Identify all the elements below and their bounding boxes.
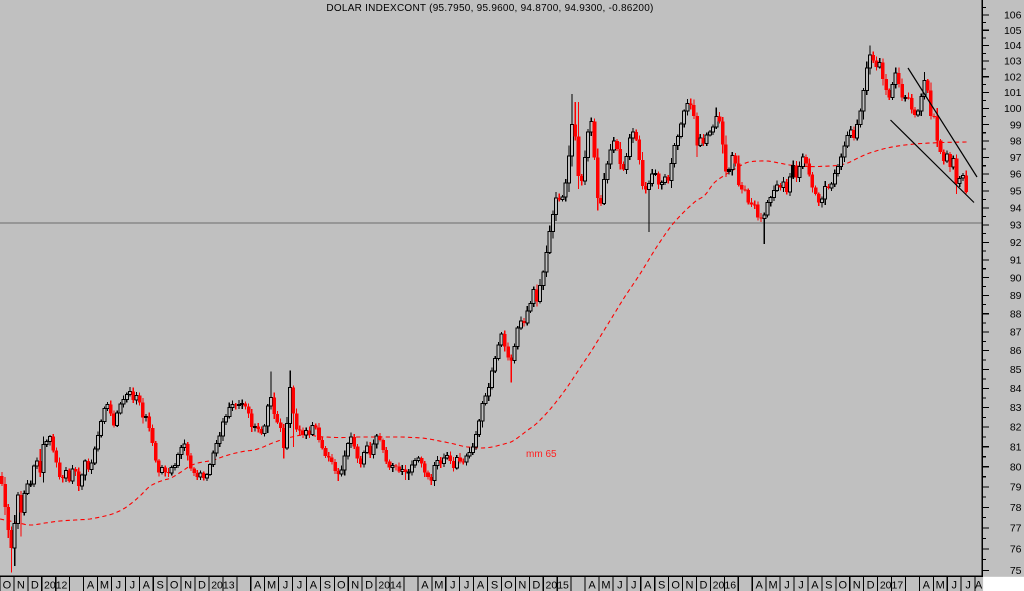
svg-text:75: 75 <box>1010 565 1022 577</box>
svg-text:86: 86 <box>1010 345 1022 357</box>
svg-text:98: 98 <box>1010 136 1022 148</box>
svg-text:mm 65: mm 65 <box>526 449 557 460</box>
svg-text:94: 94 <box>1010 202 1022 214</box>
svg-text:81: 81 <box>1010 441 1022 453</box>
svg-text:J: J <box>617 580 623 591</box>
svg-text:105: 105 <box>1004 25 1022 37</box>
svg-text:82: 82 <box>1010 422 1022 434</box>
svg-text:J: J <box>965 580 971 591</box>
svg-text:O: O <box>838 580 847 591</box>
svg-text:76: 76 <box>1010 544 1022 556</box>
svg-text:95: 95 <box>1010 185 1022 197</box>
svg-text:N: N <box>17 580 25 591</box>
svg-text:M: M <box>936 580 945 591</box>
svg-text:99: 99 <box>1010 119 1022 131</box>
svg-text:2017: 2017 <box>880 580 904 591</box>
svg-text:A: A <box>477 580 485 591</box>
svg-text:89: 89 <box>1010 290 1022 302</box>
svg-text:J: J <box>116 580 122 591</box>
svg-text:90: 90 <box>1010 272 1022 284</box>
svg-text:92: 92 <box>1010 237 1022 249</box>
svg-text:D: D <box>699 580 707 591</box>
svg-text:101: 101 <box>1004 87 1022 99</box>
svg-text:J: J <box>798 580 804 591</box>
svg-text:D: D <box>365 580 373 591</box>
svg-text:2012: 2012 <box>44 580 68 591</box>
svg-text:2013: 2013 <box>211 580 235 591</box>
svg-text:2014: 2014 <box>378 580 402 591</box>
svg-text:87: 87 <box>1010 327 1022 339</box>
svg-text:78: 78 <box>1010 502 1022 514</box>
svg-text:O: O <box>337 580 346 591</box>
svg-text:A: A <box>143 580 151 591</box>
svg-text:106: 106 <box>1004 10 1022 22</box>
svg-text:O: O <box>170 580 179 591</box>
svg-text:77: 77 <box>1010 523 1022 535</box>
svg-text:D: D <box>31 580 39 591</box>
svg-text:S: S <box>825 580 832 591</box>
svg-text:M: M <box>100 580 109 591</box>
svg-text:J: J <box>951 580 957 591</box>
svg-text:102: 102 <box>1004 71 1022 83</box>
svg-text:A: A <box>644 580 652 591</box>
svg-text:79: 79 <box>1010 482 1022 494</box>
svg-text:N: N <box>853 580 861 591</box>
svg-text:DOLAR INDEXCONT (95.7950, 95.9: DOLAR INDEXCONT (95.7950, 95.9600, 94.87… <box>326 3 653 14</box>
svg-text:D: D <box>867 580 875 591</box>
svg-text:104: 104 <box>1004 40 1022 52</box>
svg-text:84: 84 <box>1010 383 1022 395</box>
svg-text:J: J <box>297 580 303 591</box>
svg-text:A: A <box>811 580 819 591</box>
svg-text:2016: 2016 <box>713 580 737 591</box>
svg-text:S: S <box>658 580 665 591</box>
svg-text:83: 83 <box>1010 402 1022 414</box>
svg-text:A: A <box>254 580 262 591</box>
svg-text:2015: 2015 <box>546 580 570 591</box>
svg-text:A: A <box>756 580 764 591</box>
svg-text:M: M <box>267 580 276 591</box>
svg-text:A: A <box>421 580 429 591</box>
svg-text:J: J <box>130 580 136 591</box>
svg-text:A: A <box>923 580 931 591</box>
svg-text:M: M <box>434 580 443 591</box>
svg-text:97: 97 <box>1010 152 1022 164</box>
svg-text:O: O <box>671 580 680 591</box>
svg-text:J: J <box>784 580 790 591</box>
svg-text:A: A <box>588 580 596 591</box>
svg-text:S: S <box>491 580 498 591</box>
svg-text:S: S <box>157 580 164 591</box>
svg-text:85: 85 <box>1010 364 1022 376</box>
svg-text:J: J <box>631 580 637 591</box>
svg-text:93: 93 <box>1010 220 1022 232</box>
svg-text:100: 100 <box>1004 103 1022 115</box>
svg-text:D: D <box>532 580 540 591</box>
svg-text:N: N <box>184 580 192 591</box>
svg-text:N: N <box>518 580 526 591</box>
svg-text:D: D <box>198 580 206 591</box>
svg-text:A: A <box>87 580 95 591</box>
svg-text:N: N <box>686 580 694 591</box>
svg-text:N: N <box>351 580 359 591</box>
svg-text:91: 91 <box>1010 255 1022 267</box>
svg-text:A: A <box>310 580 318 591</box>
svg-text:J: J <box>283 580 289 591</box>
svg-text:O: O <box>504 580 513 591</box>
svg-text:80: 80 <box>1010 461 1022 473</box>
svg-text:J: J <box>450 580 456 591</box>
svg-text:88: 88 <box>1010 308 1022 320</box>
svg-text:J: J <box>464 580 470 591</box>
svg-text:S: S <box>324 580 331 591</box>
svg-text:M: M <box>601 580 610 591</box>
svg-text:A: A <box>975 580 983 591</box>
svg-text:M: M <box>769 580 778 591</box>
svg-text:O: O <box>3 580 12 591</box>
svg-text:96: 96 <box>1010 169 1022 181</box>
svg-text:103: 103 <box>1004 56 1022 68</box>
